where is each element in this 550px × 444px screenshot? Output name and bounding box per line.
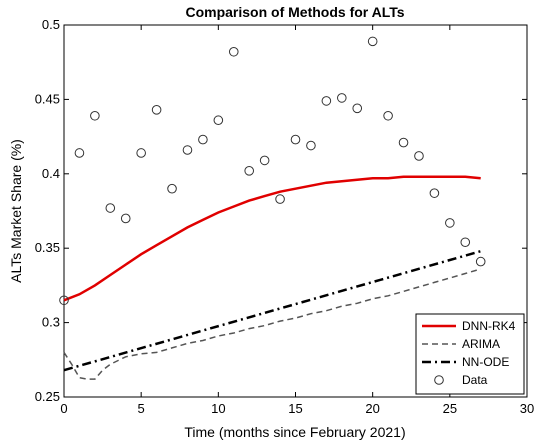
data-point-marker [429, 188, 440, 198]
x-tick-label: 10 [211, 401, 225, 416]
data-point-marker [337, 93, 347, 103]
x-axis-ticks: 0 5 10 15 20 25 30 [60, 25, 534, 416]
x-tick-label: 25 [443, 401, 457, 416]
data-point-marker [59, 295, 69, 306]
y-tick-label: 0.3 [42, 315, 60, 330]
data-point-marker [167, 183, 177, 194]
data-point-marker [151, 105, 162, 115]
data-point-marker [414, 151, 424, 161]
data-point-marker [74, 148, 85, 158]
y-tick-label: 0.25 [35, 389, 60, 404]
data-point-marker [445, 218, 455, 228]
data-point-marker [475, 256, 486, 267]
data-point-marker [275, 194, 285, 204]
y-tick-label: 0.4 [42, 166, 60, 181]
series-layer [59, 36, 486, 380]
legend-label: Data [462, 373, 488, 387]
y-axis-label: ALTs Market Share (%) [8, 139, 24, 283]
data-point-marker [120, 213, 131, 224]
data-point-marker [398, 137, 409, 148]
data-point-marker [352, 103, 363, 114]
data-point-marker [290, 134, 301, 145]
y-tick-label: 0.5 [42, 17, 60, 32]
x-tick-label: 15 [288, 401, 302, 416]
y-axis-ticks: 0.25 0.3 0.35 0.4 0.45 0.5 [35, 17, 527, 404]
data-point-marker [367, 36, 378, 47]
data-point-marker [198, 134, 208, 145]
legend-box [415, 313, 525, 395]
data-point-marker [105, 203, 116, 213]
legend-label: NN-ODE [462, 355, 509, 369]
chart-title: Comparison of Methods for ALTs [185, 4, 404, 20]
data-point-marker [306, 140, 316, 151]
data-point-marker [228, 46, 239, 57]
legend-label: ARIMA [462, 337, 500, 351]
legend-marker-data [434, 375, 444, 385]
legend-label: DNN-RK4 [462, 319, 516, 333]
legend: DNN-RK4 ARIMA NN-ODE Data [415, 313, 525, 395]
x-axis-label: Time (months since February 2021) [184, 424, 405, 440]
x-tick-label: 5 [138, 401, 145, 416]
data-point-marker [136, 148, 146, 158]
data-point-marker [182, 145, 193, 155]
data-point-marker [460, 237, 471, 248]
series-line-dnn-rk4 [63, 175, 481, 302]
x-tick-label: 30 [520, 401, 534, 416]
y-tick-label: 0.45 [35, 91, 60, 106]
y-tick-label: 0.35 [35, 240, 60, 255]
data-point-marker [321, 96, 332, 106]
data-point-marker [213, 115, 224, 126]
x-tick-label: 0 [60, 401, 67, 416]
data-point-marker [259, 155, 270, 166]
series-line-arima [63, 268, 481, 380]
data-point-marker [90, 110, 100, 121]
data-point-marker [383, 110, 393, 121]
series-line-nn-ode [63, 249, 482, 372]
x-tick-label: 20 [365, 401, 379, 416]
data-point-marker [244, 166, 254, 176]
